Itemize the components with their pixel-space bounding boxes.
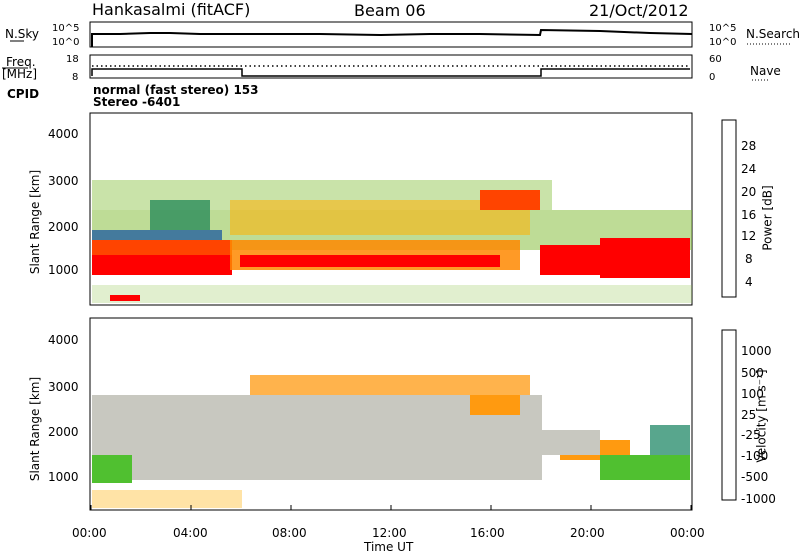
power-patch	[110, 295, 140, 301]
station-title: Hankasalmi (fitACF)	[92, 0, 251, 19]
xtick: 08:00	[272, 526, 307, 540]
noise-tick-top-left: 10^5	[52, 23, 80, 34]
power-colorbar-tick: 12	[741, 229, 757, 243]
velocity-patch	[600, 455, 690, 480]
xtick: 16:00	[470, 526, 505, 540]
velocity-ytick: 3000	[48, 380, 79, 394]
velocity-patch	[540, 430, 600, 455]
freq-tick-bottom-right: 0	[709, 72, 716, 83]
power-ytick: 4000	[48, 127, 79, 141]
xtick: 20:00	[570, 526, 605, 540]
date-title: 21/Oct/2012	[589, 1, 689, 20]
power-colorbar-tick: 24	[741, 162, 757, 176]
velocity-colorbar-tick: 25	[741, 408, 757, 422]
velocity-patch	[470, 395, 520, 415]
nave-line	[91, 68, 690, 77]
power-colorbar-tick: 8	[745, 252, 753, 266]
velocity-colorbar-tick: -25	[741, 428, 761, 442]
velocity-ytick: 2000	[48, 425, 79, 439]
nave-label: Nave	[750, 64, 781, 78]
power-ytick: 1000	[48, 263, 79, 277]
xtick: 00:00	[670, 526, 705, 540]
velocity-colorbar-frame	[721, 329, 737, 501]
power-patch	[240, 255, 500, 267]
cpid-line-2: Stereo -6401	[93, 95, 181, 109]
power-colorbar	[721, 119, 737, 298]
freq-tick-top-right: 60	[709, 54, 722, 65]
velocity-ytick: 4000	[48, 333, 79, 347]
freq-tick-top-left: 18	[66, 54, 79, 65]
velocity-patch	[250, 375, 530, 395]
freq-label: Freq.	[6, 55, 36, 69]
power-colorbar-tick: 16	[741, 208, 757, 222]
velocity-ytick: 1000	[48, 470, 79, 484]
velocity-colorbar-tick: -500	[741, 470, 769, 484]
power-colorbar-tick: 20	[741, 185, 757, 199]
velocity-colorbar-tick: 500	[741, 366, 764, 380]
power-heatmap	[92, 180, 692, 303]
power-patch	[600, 238, 690, 278]
velocity-heatmap	[92, 375, 690, 508]
velocity-patch	[650, 425, 690, 455]
velocity-colorbar-tick: 1000	[741, 344, 772, 358]
nsky-label: N.Sky	[5, 27, 40, 41]
beam-title: Beam 06	[354, 1, 426, 20]
power-colorbar-tick: 4	[745, 275, 753, 289]
velocity-patch	[230, 420, 520, 480]
xlabel: Time UT	[364, 540, 414, 554]
freq-tick-bottom-left: 8	[72, 72, 79, 83]
freq-panel-frame	[89, 54, 693, 79]
power-patch	[480, 190, 540, 210]
velocity-colorbar-tick: 100	[741, 387, 764, 401]
noise-tick-bottom-left: 10^0	[52, 37, 80, 48]
power-patch	[150, 200, 210, 230]
xtick: 04:00	[173, 526, 208, 540]
power-colorbar-tick: 28	[741, 139, 757, 153]
velocity-colorbar-tick: -100	[741, 449, 769, 463]
power-patch	[92, 255, 232, 275]
velocity-patch	[92, 490, 242, 508]
power-ytick: 2000	[48, 220, 79, 234]
velocity-patch	[92, 455, 132, 483]
noise-tick-top-right: 10^5	[709, 23, 737, 34]
xtick: 12:00	[372, 526, 407, 540]
power-ytick: 3000	[48, 174, 79, 188]
noise-tick-bottom-right: 10^0	[709, 37, 737, 48]
noise-panel-frame	[89, 21, 693, 48]
noise-sky-line	[91, 28, 693, 47]
cpid-line-1: normal (fast stereo) 153	[93, 83, 259, 97]
velocity-colorbar	[721, 329, 737, 501]
mhz-label: [MHz]	[2, 67, 38, 81]
xtick: 00:00	[72, 526, 107, 540]
cpid-label: CPID	[7, 87, 40, 101]
velocity-colorbar-tick: -1000	[741, 492, 776, 506]
power-patch	[92, 285, 692, 303]
nsearch-label: N.Search	[746, 27, 800, 41]
x-tick-marks	[90, 505, 692, 510]
power-colorbar-frame	[721, 119, 737, 298]
